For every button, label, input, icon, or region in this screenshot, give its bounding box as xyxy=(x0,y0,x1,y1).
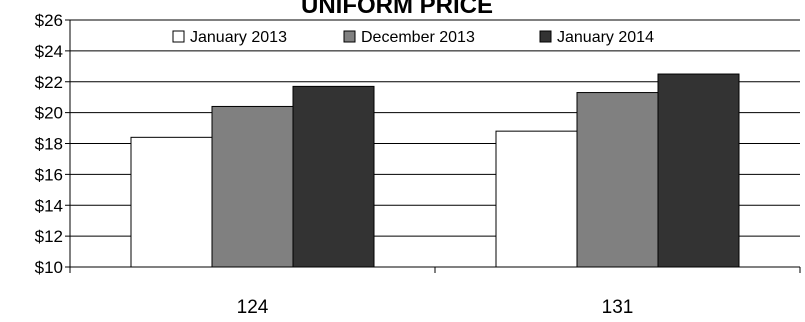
x-tick-labels: 124 131 xyxy=(237,297,634,318)
y-tick-label: $24 xyxy=(35,42,63,61)
y-tick-labels: $10 $12 $14 $16 $18 $20 $22 $24 $26 xyxy=(35,11,63,277)
axes xyxy=(69,20,801,273)
y-tick-label: $12 xyxy=(35,227,63,246)
bar-131-series-1 xyxy=(495,130,578,268)
legend-label: December 2013 xyxy=(361,29,475,46)
legend-swatch xyxy=(172,30,185,43)
legend: January 2013 December 2013 January 2014 xyxy=(172,29,654,46)
x-tick-label: 131 xyxy=(602,297,634,318)
bars xyxy=(130,73,740,268)
y-tick-label: $10 xyxy=(35,258,63,277)
y-tick-label: $14 xyxy=(35,196,63,215)
y-tick-label: $18 xyxy=(35,135,63,154)
legend-swatch xyxy=(539,30,552,43)
bar-131-series-3 xyxy=(657,73,740,268)
y-tick-label: $22 xyxy=(35,73,63,92)
bar-131-series-2 xyxy=(576,92,659,268)
y-tick-label: $20 xyxy=(35,104,63,123)
bar-124-series-3 xyxy=(292,85,375,268)
bar-124-series-1 xyxy=(130,136,213,268)
bar-124-series-2 xyxy=(211,105,294,268)
x-tick-label: 124 xyxy=(237,297,269,318)
chart-title: UNIFORM PRICE xyxy=(301,0,493,19)
legend-swatch xyxy=(343,30,356,43)
legend-label: January 2013 xyxy=(190,29,287,46)
y-tick-label: $16 xyxy=(35,165,63,184)
legend-label: January 2014 xyxy=(557,29,654,46)
y-tick-label: $26 xyxy=(35,11,63,30)
